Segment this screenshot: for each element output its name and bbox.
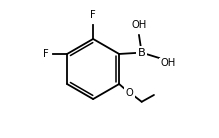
Text: B: B bbox=[138, 48, 146, 58]
Text: OH: OH bbox=[131, 20, 147, 30]
Text: F: F bbox=[43, 49, 49, 59]
Text: O: O bbox=[125, 88, 133, 98]
Text: F: F bbox=[90, 10, 96, 20]
Text: OH: OH bbox=[160, 58, 175, 68]
